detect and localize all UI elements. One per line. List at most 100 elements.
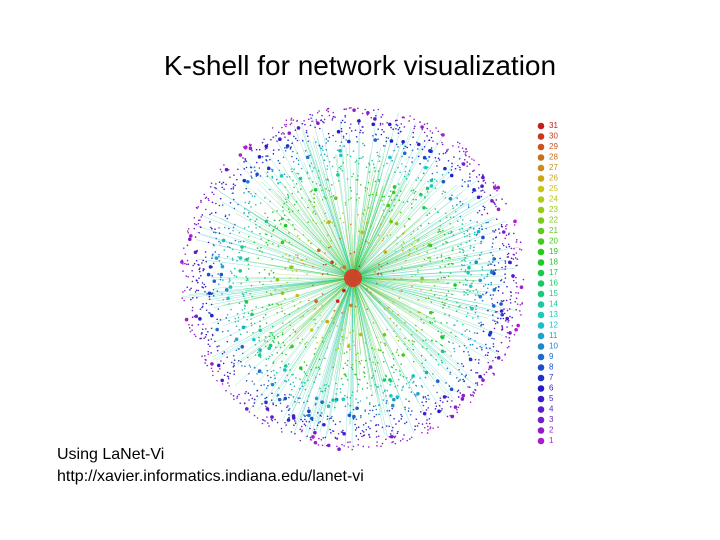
node — [415, 395, 417, 397]
legend-swatch — [537, 395, 545, 403]
node — [359, 416, 362, 419]
node — [311, 170, 314, 173]
node — [232, 198, 235, 201]
node — [484, 182, 487, 184]
node — [399, 171, 401, 174]
node — [294, 129, 297, 131]
node — [305, 130, 308, 132]
node — [361, 388, 364, 390]
node — [378, 160, 381, 163]
node — [414, 274, 417, 276]
legend-label: 22 — [549, 216, 558, 225]
node — [291, 142, 293, 145]
edge — [277, 200, 354, 279]
node — [451, 293, 453, 296]
node — [373, 166, 376, 169]
node — [334, 423, 337, 426]
node — [251, 295, 253, 298]
node — [439, 224, 442, 227]
node — [456, 220, 459, 223]
node — [292, 258, 295, 260]
node — [505, 316, 509, 321]
node — [342, 338, 344, 341]
edge — [275, 277, 354, 292]
node — [210, 327, 213, 330]
node — [485, 343, 487, 346]
node — [375, 413, 378, 416]
node — [284, 198, 287, 201]
node — [487, 332, 492, 337]
node — [200, 199, 202, 202]
node — [245, 187, 248, 190]
node — [368, 436, 371, 438]
node — [284, 394, 286, 396]
node — [399, 440, 402, 442]
node — [480, 321, 482, 324]
node — [212, 374, 214, 377]
node — [228, 227, 230, 230]
node — [471, 191, 474, 194]
node — [321, 340, 324, 343]
node — [404, 337, 406, 340]
node — [501, 328, 504, 331]
node — [378, 180, 380, 183]
node — [374, 384, 377, 386]
node — [449, 257, 451, 260]
node — [430, 136, 433, 139]
edge — [352, 277, 519, 312]
node — [367, 412, 370, 415]
edge — [352, 277, 503, 285]
node — [233, 207, 236, 210]
node — [410, 333, 413, 336]
node — [295, 377, 297, 379]
edge — [260, 228, 354, 279]
node — [283, 364, 288, 368]
node — [356, 179, 359, 181]
node — [203, 283, 206, 286]
node — [415, 329, 418, 332]
node — [305, 131, 308, 134]
node — [401, 155, 403, 158]
node — [282, 255, 284, 258]
node — [239, 333, 242, 336]
node — [270, 280, 272, 282]
node — [237, 256, 240, 258]
node — [440, 409, 442, 412]
node — [502, 292, 504, 294]
node — [396, 349, 399, 351]
node — [412, 198, 415, 201]
node — [515, 276, 517, 279]
node — [204, 290, 206, 293]
edge — [255, 277, 354, 339]
node — [261, 306, 264, 309]
node — [434, 157, 437, 159]
node — [307, 206, 309, 209]
node — [265, 155, 267, 157]
node — [475, 371, 477, 374]
node — [193, 223, 196, 225]
node — [333, 156, 336, 159]
node — [277, 342, 280, 345]
node — [397, 166, 399, 169]
node — [368, 358, 371, 360]
node — [283, 368, 287, 372]
node — [496, 301, 499, 304]
node — [485, 221, 487, 224]
node — [438, 153, 441, 155]
node — [336, 149, 339, 152]
node — [246, 356, 249, 359]
node — [258, 167, 261, 169]
edge — [261, 181, 354, 279]
node — [478, 322, 480, 324]
node — [459, 200, 462, 203]
node — [264, 420, 266, 422]
node — [445, 212, 447, 215]
node — [407, 217, 410, 220]
node — [460, 243, 462, 246]
node — [383, 361, 385, 363]
node — [375, 336, 378, 339]
node — [429, 320, 431, 323]
edge — [352, 277, 389, 405]
node — [423, 370, 425, 372]
node — [374, 370, 377, 372]
